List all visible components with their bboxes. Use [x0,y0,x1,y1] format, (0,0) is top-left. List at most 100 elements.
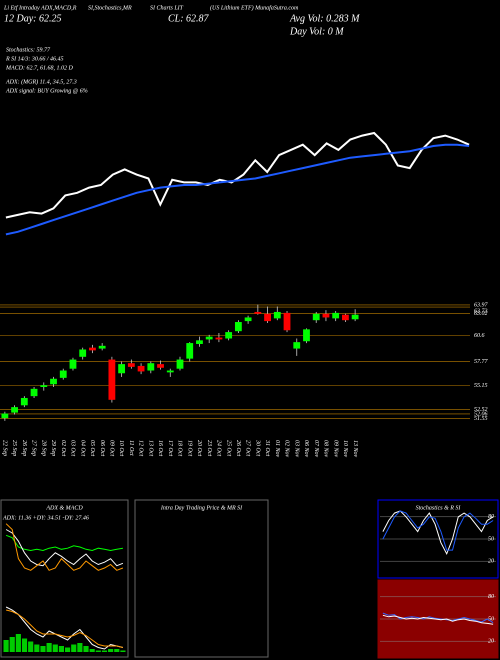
y-tick-label: 63.97 [474,302,489,308]
header-text: (US Lithium ETF) MunafaSutra.com [210,4,299,11]
series-line [382,510,494,551]
candle-body [351,314,359,320]
series-line [5,143,470,236]
x-tick-label: 31 Oct [264,439,270,456]
candle-body [40,385,48,387]
x-tick-label: 25 Sep [11,440,17,456]
candle-body [205,336,213,340]
series-line [5,529,124,567]
candle-body [293,342,301,349]
x-tick-label: 01 Nov [274,440,280,458]
candle-body [196,340,203,344]
x-tick-label: 13 Nov [352,440,358,458]
day-vol: Day Vol: 0 M [289,26,344,37]
x-tick-label: 23 Oct [206,440,212,456]
candle-body [127,363,135,367]
x-tick-label: 30 Oct [254,439,260,456]
y-tick-label: 20 [488,639,494,645]
x-tick-label: 09 Nov [332,440,338,458]
candle-body [157,364,164,368]
candle-body [69,359,77,369]
candle-body [137,365,145,372]
bar [114,649,120,652]
x-tick-label: 26 Oct [235,440,241,456]
candle-body [312,313,320,321]
candle-body [108,359,116,400]
bar [71,644,77,652]
x-tick-label: 03 Oct [70,440,76,456]
stat-text: ADX signal: BUY Growing @ 6% [5,88,88,94]
day-value: 12 Day: 62.25 [4,13,62,24]
y-tick-label: 51.55 [474,416,488,422]
y-tick-label: 55.15 [474,383,488,389]
x-tick-label: 27 Sep [31,440,37,456]
candle-body [1,413,9,419]
bar [120,650,126,652]
candle-body [30,388,38,397]
candle-body [147,363,155,371]
x-tick-label: 10 Oct [118,440,124,456]
header-text: SI Charts LIT [150,5,184,11]
avg-vol: Avg Vol: 0.283 M [289,13,360,24]
y-tick-label: 52.06 [474,411,488,417]
y-tick-label: 80 [488,594,494,600]
y-tick-label: 63.02 [474,311,488,317]
bar [52,644,58,652]
x-tick-label: 06 Oct [99,440,105,456]
x-tick-label: 10 Nov [342,440,348,458]
y-tick-label: 50 [488,616,494,622]
x-tick-label: 22 Sep [1,440,7,456]
bar [15,634,21,652]
stat-text: R SI 14/3: 30.66 / 46.45 [5,55,64,62]
x-tick-label: 09 Oct [109,440,115,456]
x-tick-label: 07 Nov [313,440,319,458]
candle-body [166,370,174,373]
x-tick-label: 20 Oct [196,440,202,456]
candle-body [264,313,271,322]
x-tick-label: 12 Oct [138,440,144,456]
bar [77,643,83,652]
series-line [5,131,470,219]
bar [34,644,40,652]
candle-body [244,317,252,322]
bar [40,646,46,652]
close-value: CL: 62.87 [168,13,210,24]
x-tick-label: 29 Sep [50,440,56,456]
y-tick-label: 63.73 [474,308,488,314]
stat-text: ADX: (MGR) 11.4, 34.5, 27.3 [5,78,77,85]
bar [21,638,28,652]
y-tick-label: 50 [488,536,494,542]
candle-body [342,314,349,321]
x-tick-label: 26 Sep [21,440,27,456]
x-tick-label: 08 Nov [323,440,329,458]
series-line [382,612,494,624]
y-tick-label: 80 [488,514,494,520]
x-tick-label: 13 Oct [147,440,153,456]
x-tick-label: 18 Oct [177,440,183,456]
series-line [382,510,494,556]
x-tick-label: 11 Oct [128,440,134,456]
candle-body [283,312,291,331]
candle-body [50,378,57,385]
bar [101,650,108,652]
x-tick-label: 17 Oct [167,440,173,456]
x-tick-label: 24 Oct [216,440,223,456]
header-text: Li Etf Intraday ADX,MACD,R [3,4,77,11]
stat-text: Stochastics: 59.77 [6,47,51,53]
panel-subtitle: ADX: 11.36 +DY: 34.51 -DY: 27.46 [2,514,89,521]
candle-body [303,329,310,342]
stat-text: MACD: 62.7, 61.68, 1.02 D [5,65,73,71]
header-text: SI,Stochastics,MR [88,5,132,11]
panel-title: Intra Day Trading Price & MR SI [160,505,243,511]
candle-body [234,322,242,332]
bar [83,646,89,652]
series-line [5,534,123,552]
series-line [5,606,124,650]
panel-title: ADX & MACD [45,505,83,511]
series-line [5,609,124,648]
panel-frame [0,499,129,658]
y-tick-label: 20 [488,559,494,565]
candle-body [11,407,18,413]
candle-body [332,312,340,319]
